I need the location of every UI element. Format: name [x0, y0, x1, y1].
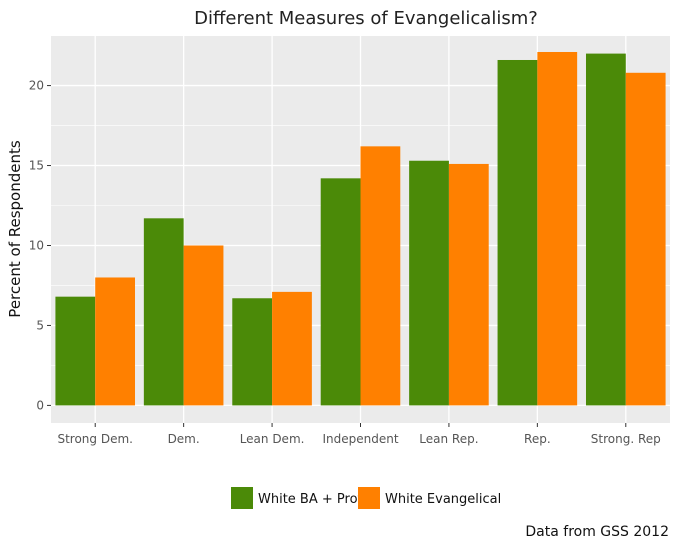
bar-white-ba-prot-lean-dem	[232, 298, 273, 406]
x-tick-label-strong-dem: Strong Dem.	[57, 432, 133, 446]
bar-white-ba-prot-rep	[497, 59, 538, 406]
x-tick-label-lean-rep: Lean Rep.	[419, 432, 478, 446]
bar-white-evangelical-strong-rep	[625, 72, 666, 406]
x-tick-label-rep: Rep.	[524, 432, 551, 446]
chart-title: Different Measures of Evangelicalism?	[194, 8, 538, 29]
legend-swatch-white-ba-prot	[231, 487, 253, 509]
bar-white-evangelical-strong-dem	[95, 277, 136, 406]
x-tick-label-strong-rep: Strong. Rep	[591, 432, 661, 446]
bar-white-evangelical-lean-dem	[272, 291, 312, 406]
x-axis-ticks: Strong Dem. Dem. Lean Dem. Independent Lean …	[57, 423, 661, 446]
legend-label-white-evangelical: White Evangelical	[385, 492, 501, 507]
x-tick-label-dem: Dem.	[168, 432, 200, 446]
y-tick-label: 0	[36, 398, 44, 412]
bar-white-evangelical-dem	[183, 245, 224, 406]
bar-white-evangelical-independent	[360, 146, 401, 406]
x-tick-label-lean-dem: Lean Dem.	[240, 432, 305, 446]
y-tick-label: 20	[29, 79, 44, 93]
bar-white-ba-prot-strong-rep	[585, 53, 626, 406]
bar-white-ba-prot-independent	[320, 178, 361, 406]
bar-white-evangelical-lean-rep	[448, 163, 489, 406]
y-tick-label: 5	[36, 318, 44, 332]
y-tick-label: 10	[29, 238, 44, 252]
legend-label-white-ba-prot: White BA + Prot	[258, 492, 363, 507]
bars	[55, 51, 666, 406]
y-axis-ticks: 0 5 10 15 20	[29, 79, 51, 412]
y-axis-label: Percent of Respondents	[6, 140, 24, 318]
bar-white-evangelical-rep	[537, 51, 578, 406]
chart-caption: Data from GSS 2012	[525, 524, 669, 540]
bar-white-ba-prot-lean-rep	[409, 160, 449, 406]
legend-swatch-white-evangelical	[358, 487, 380, 509]
x-tick-label-independent: Independent	[322, 432, 398, 446]
y-tick-label: 15	[29, 159, 44, 173]
bar-white-ba-prot-strong-dem	[55, 296, 96, 406]
bar-white-ba-prot-dem	[143, 218, 184, 406]
legend: White BA + Prot White Evangelical	[231, 487, 501, 509]
